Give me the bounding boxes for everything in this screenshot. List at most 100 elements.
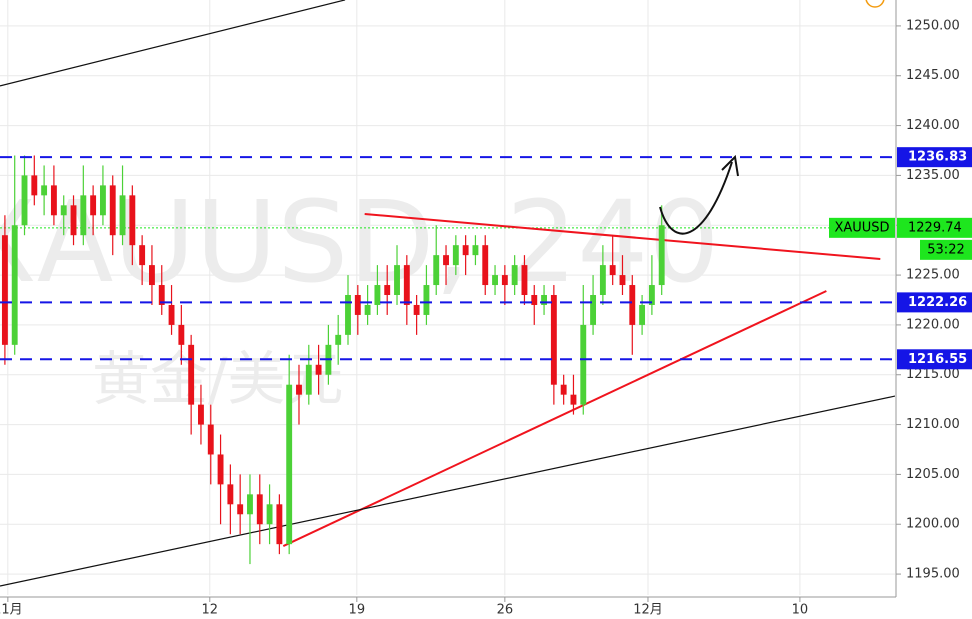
price-label: 1229.74 [908,220,962,235]
candle-body [276,504,283,545]
candle-body [21,175,28,226]
candle-body [511,265,518,286]
countdown-box [920,239,972,260]
y-tick-label: 1250.00 [906,18,960,33]
candle-body [403,265,410,305]
candle-body [256,494,263,525]
candle-body [521,265,528,296]
candle-body [178,324,185,345]
candle-body [129,195,136,246]
candle-body [60,205,67,216]
candle-body [198,404,204,425]
candle-body [119,195,126,236]
y-tick-label: 1235.00 [906,168,960,183]
level-label-box [897,349,972,370]
x-tick-label: 12 [202,603,219,616]
level-label-box [897,147,972,168]
candle-body [462,245,469,256]
candle-body [560,384,567,395]
candle-body [384,285,391,296]
candle-body [99,185,106,216]
candle-body [550,295,557,385]
candle-body [531,295,538,305]
candle-body [658,225,665,286]
y-tick-label: 1225.00 [906,268,960,283]
x-tick-label: 26 [497,603,514,616]
candle-body [188,344,195,405]
level-label: 1236.83 [908,150,967,165]
candle-body [648,285,655,305]
candle-body [413,304,420,315]
axis-labels: 1195.00 1200.00 1205.00 1210.00 1215.00 1220.… [0,18,972,618]
candle-body [433,255,440,286]
candle-body [580,324,587,405]
candle-body [90,195,97,216]
x-tick-label: 11月 [0,603,23,616]
candle-body [629,285,636,325]
candle-body [570,394,577,405]
candle-body [443,255,449,266]
candle-body [286,384,293,545]
candle-body [501,275,508,286]
candle-body [41,185,48,196]
candle-body [335,334,342,345]
level-label-box [897,292,972,313]
arrow [659,161,733,235]
candle-body [364,304,371,315]
candle-body [11,225,18,345]
candle-body [296,384,302,395]
candle-body [139,245,146,266]
candle-body [266,504,273,525]
candle-body [217,454,224,485]
y-tick-label: 1200.00 [906,517,960,532]
candle-body [80,195,87,236]
candle-body [109,185,116,236]
candle-body [472,245,479,256]
y-tick-label: 1215.00 [906,367,960,382]
countdown-label: 53:22 [927,242,964,257]
candle-body [50,185,57,216]
candle-body [374,285,381,305]
price-box [897,217,972,238]
y-tick-label: 1205.00 [906,467,960,482]
candle-body [31,175,38,196]
candle-body [149,265,155,286]
y-tick-label: 1240.00 [906,118,960,133]
watermark-sub: 黄金/美元 [92,345,344,413]
candle-body [482,245,489,286]
y-tick-label: 1210.00 [906,417,960,432]
y-tick-label: 1195.00 [906,567,960,582]
candle-body [158,285,165,305]
candle-body [541,295,547,305]
symbol-box [829,217,895,238]
candle-body [452,245,459,266]
y-tick-label: 1245.00 [906,68,960,83]
candle-body [354,295,361,315]
trendline [0,0,346,87]
candle-body [168,304,175,325]
plot-area [0,0,895,587]
level-label: 1216.55 [908,352,967,367]
candle-body [237,504,244,515]
candle-body [619,275,626,286]
candle-body [599,265,606,296]
candle-body [227,484,234,505]
candle-body [70,205,77,236]
candle-body [609,265,616,276]
candle-body [492,275,498,286]
y-tick-label: 1220.00 [906,317,960,332]
trendline [282,290,827,547]
candle-body [423,285,430,315]
alert-icon[interactable] [865,0,885,8]
watermark: XAUUSD, 240 [0,178,720,308]
candle-body [315,364,322,375]
trendline [0,395,895,587]
candle-body [345,295,351,335]
x-tick-label: 10 [792,603,809,616]
trendline [364,212,881,261]
arrow-head [721,154,739,177]
candle-body [394,265,400,296]
x-tick-label: 12月 [633,603,663,616]
candle-body [207,424,214,455]
